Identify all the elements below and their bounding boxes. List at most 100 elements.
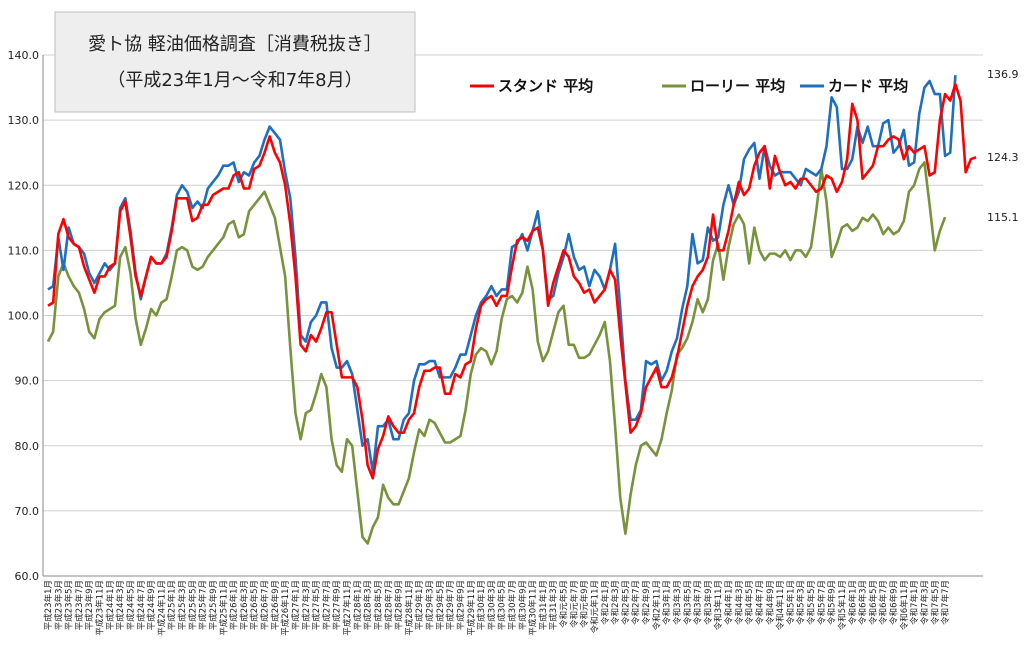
series-line-1: [46, 161, 947, 545]
x-tick-label: 平成26年7月: [260, 580, 271, 630]
x-tick-label: 令和元年7月: [569, 580, 580, 628]
x-tick-label: 平成29年1月: [414, 580, 425, 630]
x-tick-label: 平成30年1月: [476, 580, 487, 630]
x-tick-label: 平成24年1月: [105, 580, 116, 630]
x-tick-label: 令和2年11月: [651, 580, 662, 630]
x-tick-label: 平成28年9月: [394, 580, 405, 630]
x-tick-label: 平成24年3月: [115, 580, 126, 630]
x-tick-label: 令和2年7月: [631, 580, 642, 625]
x-tick-label: 令和3年1月: [662, 580, 673, 625]
x-tick-label: 令和4年5月: [744, 580, 755, 625]
y-tick-label: 60.0: [15, 570, 40, 583]
x-tick-label: 平成23年11月: [95, 580, 106, 636]
x-tick-label: 平成25年5月: [187, 580, 198, 630]
y-tick-label: 70.0: [15, 505, 40, 518]
x-tick-label: 令和6年11月: [899, 580, 910, 630]
x-tick-label: 令和元年9月: [579, 580, 590, 628]
x-tick-label: 令和6年1月: [847, 580, 858, 625]
y-tick-label: 120.0: [8, 179, 40, 192]
x-tick-label: 平成30年11月: [528, 580, 539, 636]
x-tick-label: 平成24年5月: [125, 580, 136, 630]
x-tick-label: 令和6年3月: [858, 580, 869, 625]
x-tick-label: 令和4年7月: [754, 580, 765, 625]
end-label-0: 124.3: [987, 151, 1019, 164]
x-tick-label: 平成27年7月: [321, 580, 332, 630]
x-tick-label: 平成30年5月: [497, 580, 508, 630]
x-tick-label: 令和3年7月: [693, 580, 704, 625]
x-tick-label: 令和6年7月: [878, 580, 889, 625]
x-tick-label: 平成30年9月: [517, 580, 528, 630]
legend-label-1: ローリー 平均: [690, 77, 785, 95]
x-tick-label: 令和5年7月: [816, 580, 827, 625]
series-lines: [46, 75, 977, 545]
end-label-1: 115.1: [987, 211, 1019, 224]
x-tick-label: 令和2年3月: [610, 580, 621, 625]
x-tick-label: 令和6年5月: [868, 580, 879, 625]
x-tick-label: 令和3年11月: [713, 580, 724, 630]
x-tick-label: 平成31年3月: [548, 580, 559, 630]
x-tick-label: 平成29年3月: [425, 580, 436, 630]
x-tick-label: 平成23年7月: [74, 580, 85, 630]
series-line-0: [47, 83, 977, 480]
x-tick-label: 令和5年1月: [785, 580, 796, 625]
x-tick-label: 平成27年9月: [332, 580, 343, 630]
x-tick-label: 令和7年5月: [930, 580, 941, 625]
x-tick-label: 令和2年9月: [641, 580, 652, 625]
x-tick-label: 令和5年5月: [806, 580, 817, 625]
x-tick-label: 平成23年5月: [64, 580, 75, 630]
end-label-2: 136.9: [987, 68, 1019, 81]
x-tick-label: 令和3年5月: [682, 580, 693, 625]
y-tick-label: 110.0: [8, 244, 40, 257]
x-tick-label: 平成27年3月: [301, 580, 312, 630]
x-tick-label: 平成26年3月: [239, 580, 250, 630]
x-tick-label: 令和4年11月: [775, 580, 786, 630]
x-tick-label: 平成31年1月: [538, 580, 549, 630]
x-tick-label: 令和4年9月: [765, 580, 776, 625]
x-tick-label: 平成30年7月: [507, 580, 518, 630]
x-tick-label: 令和元年5月: [559, 580, 570, 628]
x-tick-label: 平成24年9月: [146, 580, 157, 630]
x-tick-label: 令和5年11月: [837, 580, 848, 630]
axes: [42, 55, 983, 577]
x-tick-label: 平成24年11月: [156, 580, 167, 636]
x-tick-label: 平成28年1月: [352, 580, 363, 630]
x-tick-label: 平成30年3月: [486, 580, 497, 630]
x-tick-label: 平成28年11月: [404, 580, 415, 636]
x-tick-label: 令和5年9月: [827, 580, 838, 625]
x-tick-label: 平成26年11月: [280, 580, 291, 636]
title-box-background: [54, 11, 416, 113]
title-box: 愛ト協 軽油価格調査［消費税抜き］ （平成23年1月～令和7年8月）: [54, 11, 416, 113]
x-tick-label: 平成29年9月: [455, 580, 466, 630]
x-tick-label: 令和元年11月: [589, 580, 600, 633]
x-tick-label: 平成25年9月: [208, 580, 219, 630]
series-line-2: [47, 75, 957, 474]
x-tick-label: 令和7年3月: [919, 580, 930, 625]
x-tick-label: 令和6年9月: [889, 580, 900, 625]
x-tick-label: 平成27年5月: [311, 580, 322, 630]
x-tick-label: 平成28年5月: [373, 580, 384, 630]
x-tick-label: 平成29年7月: [445, 580, 456, 630]
x-tick-label: 平成29年5月: [435, 580, 446, 630]
x-tick-label: 令和7年1月: [909, 580, 920, 625]
x-tick-label: 平成24年7月: [136, 580, 147, 630]
x-tick-label: 平成25年3月: [177, 580, 188, 630]
legend-label-2: カード 平均: [828, 77, 908, 95]
chart-title: 愛ト協 軽油価格調査［消費税抜き］: [88, 34, 382, 55]
y-tick-labels: 60.0 70.0 80.0 90.0 100.0 110.0 120.0 130.0 140.…: [8, 49, 40, 583]
x-tick-label: 平成28年7月: [383, 580, 394, 630]
x-tick-label: 令和2年5月: [620, 580, 631, 625]
x-tick-label: 平成27年11月: [342, 580, 353, 636]
legend: スタンド 平均 ローリー 平均 カード 平均: [470, 77, 908, 95]
y-tick-label: 140.0: [8, 49, 40, 62]
x-tick-label: 令和2年1月: [600, 580, 611, 625]
x-tick-labels: 平成23年1月 平成23年3月 平成23年5月 平成23年7月 平成23年9月 平成23年…: [43, 580, 951, 636]
x-tick-label: 平成29年11月: [466, 580, 477, 636]
legend-label-0: スタンド 平均: [498, 77, 593, 95]
x-tick-label: 平成25年1月: [167, 580, 178, 630]
x-tick-label: 平成26年9月: [270, 580, 281, 630]
x-tick-label: 令和5年3月: [796, 580, 807, 625]
y-tick-label: 130.0: [8, 114, 40, 127]
x-tick-label: 平成25年11月: [218, 580, 229, 636]
